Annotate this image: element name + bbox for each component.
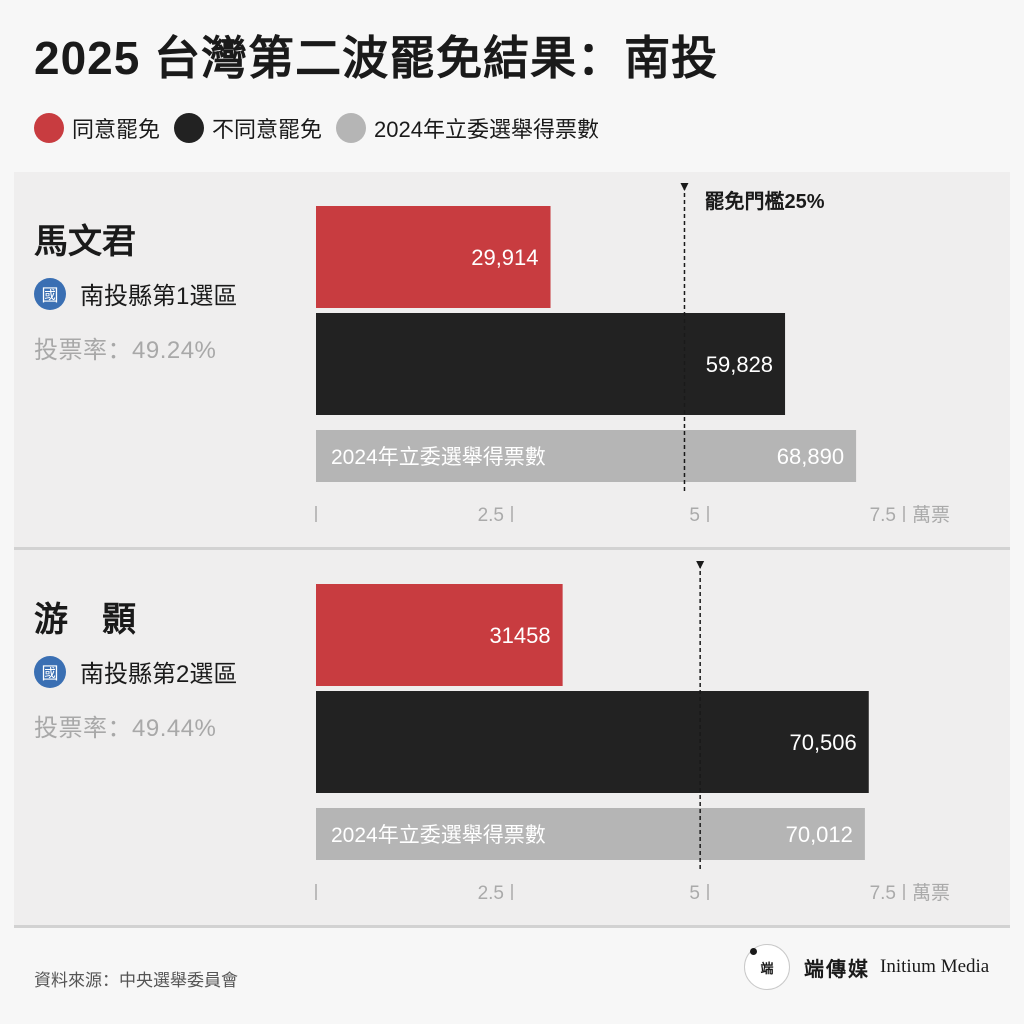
- brand-name-en: Initium Media: [880, 956, 990, 977]
- bar-2: [316, 808, 865, 860]
- district-row: 國 南投縣第2選區: [34, 654, 237, 689]
- x-tick-label-2: 5: [689, 505, 700, 526]
- threshold-label: 罷免門檻25%: [704, 189, 824, 213]
- x-tick-label-2: 5: [689, 883, 700, 904]
- bar-value-label-2: 70,012: [786, 822, 853, 847]
- bar-2: [316, 430, 857, 482]
- bar-series-inline-label: 2024年立委選舉得票數: [331, 824, 546, 847]
- party-badge: 國: [34, 277, 66, 310]
- candidate-name: 馬文君: [34, 223, 136, 261]
- legend-label-agree: 同意罷免: [72, 117, 161, 142]
- party-badge: 國: [34, 655, 66, 688]
- legend-item-disagree: 不同意罷免: [174, 112, 322, 144]
- page-title: 2025 台灣第二波罷免結果：南投: [34, 32, 719, 84]
- legend-swatch-agree: [34, 113, 64, 143]
- threshold-marker-icon: [696, 561, 705, 569]
- threshold-marker-icon: [680, 183, 689, 191]
- bar-value-label-0: 31458: [489, 623, 550, 648]
- legend-item-2024-votes: 2024年立委選舉得票數: [336, 112, 599, 144]
- legend-swatch-disagree: [174, 113, 205, 143]
- logo-dot: [750, 948, 757, 955]
- logo-text: 端: [760, 961, 774, 977]
- bar-series-inline-label: 2024年立委選舉得票數: [331, 446, 546, 469]
- x-axis-unit-label: 萬票: [912, 882, 950, 904]
- bar-value-label-1: 59,828: [706, 352, 773, 377]
- bar-1: [316, 691, 869, 793]
- source-note: 資料來源：中央選舉委員會: [34, 971, 238, 990]
- legend-label-disagree: 不同意罷免: [212, 117, 323, 142]
- candidate-panel-2: 游 顥 國 南投縣第2選區 投票率：49.44% 31458 70,506 70,0…: [14, 550, 1010, 928]
- x-tick-label-3: 7.5: [870, 505, 896, 526]
- x-tick-label-1: 2.5: [478, 883, 504, 904]
- candidate-name: 游 顥: [34, 601, 136, 639]
- legend: 同意罷免 不同意罷免 2024年立委選舉得票數: [34, 112, 613, 144]
- bar-chart-1: 29,914 59,828 68,890 2024年立委選舉得票數 罷免門檻25% 2.5…: [315, 183, 950, 526]
- legend-swatch-2024-votes: [336, 113, 367, 143]
- legend-label-2024-votes: 2024年立委選舉得票數: [374, 117, 599, 142]
- bar-0: [316, 206, 551, 308]
- brand-name-zh: 端傳媒: [804, 956, 870, 981]
- x-axis-unit-label: 萬票: [912, 504, 950, 526]
- turnout-label: 投票率：49.44%: [34, 715, 217, 742]
- brand: 端 端傳媒 Initium Media: [744, 944, 989, 990]
- turnout-label: 投票率：49.24%: [34, 337, 217, 364]
- candidate-panel-1: 馬文君 國 南投縣第1選區 投票率：49.24% 29,914 59,828 68,…: [14, 172, 1010, 550]
- bar-value-label-1: 70,506: [789, 730, 856, 755]
- bar-1: [316, 313, 786, 415]
- legend-item-agree: 同意罷免: [34, 112, 160, 144]
- bar-chart-2: 31458 70,506 70,012 2024年立委選舉得票數 2.5 5 7.5 萬票: [315, 561, 950, 904]
- x-tick-label-3: 7.5: [870, 883, 896, 904]
- brand-logo-icon: 端: [744, 944, 790, 990]
- bar-0: [316, 584, 563, 686]
- district-row: 國 南投縣第1選區: [34, 276, 237, 311]
- bar-value-label-0: 29,914: [471, 245, 538, 270]
- x-tick-label-1: 2.5: [478, 505, 504, 526]
- bar-value-label-2: 68,890: [777, 444, 844, 469]
- district-label: 南投縣第2選區: [80, 661, 238, 688]
- district-label: 南投縣第1選區: [80, 283, 238, 310]
